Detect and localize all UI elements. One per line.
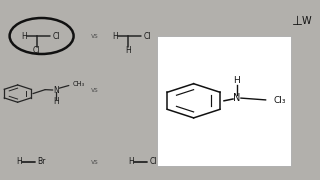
Text: H: H bbox=[233, 76, 240, 85]
Text: Cl: Cl bbox=[144, 31, 152, 40]
Text: N: N bbox=[233, 93, 241, 103]
Text: vs: vs bbox=[91, 33, 98, 39]
Text: H: H bbox=[21, 31, 27, 40]
Text: vs: vs bbox=[91, 159, 98, 165]
Text: Cl: Cl bbox=[33, 46, 41, 55]
FancyBboxPatch shape bbox=[157, 36, 291, 166]
Text: Cl₃: Cl₃ bbox=[274, 96, 286, 105]
Text: H: H bbox=[53, 97, 59, 106]
Text: ⊥: ⊥ bbox=[292, 15, 303, 28]
Text: H: H bbox=[112, 31, 118, 40]
Text: Cl: Cl bbox=[53, 31, 60, 40]
Text: H: H bbox=[128, 158, 134, 166]
Text: N: N bbox=[53, 86, 59, 94]
Text: W: W bbox=[302, 16, 311, 26]
Text: vs: vs bbox=[91, 87, 98, 93]
Text: Br: Br bbox=[37, 158, 46, 166]
Text: H: H bbox=[16, 158, 22, 166]
Text: H: H bbox=[125, 46, 131, 55]
Text: CH₃: CH₃ bbox=[72, 81, 84, 87]
Text: Cl: Cl bbox=[150, 158, 157, 166]
